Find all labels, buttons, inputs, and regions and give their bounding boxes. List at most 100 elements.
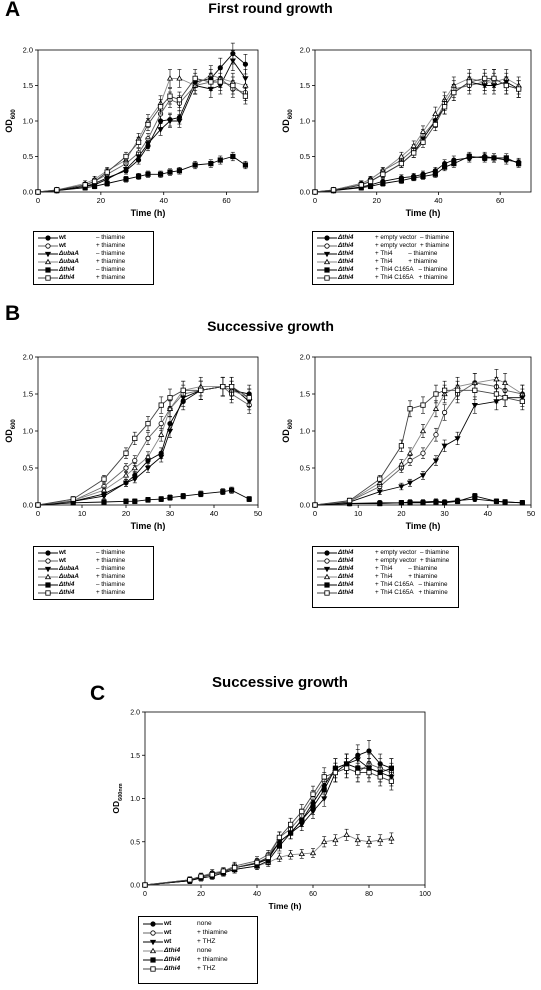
- x-tick-label: 0: [143, 891, 147, 898]
- data-point: [451, 161, 457, 167]
- data-point: [176, 75, 183, 81]
- data-point: [493, 498, 500, 504]
- data-point: [145, 497, 151, 503]
- data-point: [242, 93, 249, 99]
- data-point: [265, 854, 271, 860]
- legend-genotype: Δthi4: [59, 266, 75, 273]
- data-point: [332, 769, 338, 776]
- x-tick-label: 0: [36, 509, 40, 518]
- data-point: [377, 476, 383, 482]
- data-point: [321, 787, 327, 793]
- series-line: [37, 77, 246, 193]
- legend-marker: [317, 235, 337, 241]
- legend-condition: + empty vector + thiamine: [375, 242, 450, 249]
- data-point: [176, 118, 183, 125]
- data-point: [441, 164, 448, 170]
- data-point: [330, 187, 337, 193]
- series-line: [37, 74, 246, 193]
- series-line: [37, 156, 246, 193]
- data-point: [132, 435, 138, 441]
- data-point: [398, 161, 404, 167]
- legend-marker: [38, 573, 58, 580]
- plot-frame: [314, 49, 532, 193]
- data-point: [246, 395, 252, 401]
- legend-condition: + Thi4 + thiamine: [375, 258, 438, 265]
- data-point: [220, 489, 226, 495]
- data-point: [365, 838, 373, 844]
- data-point: [209, 872, 215, 878]
- legend-entry: wt – thiamine: [37, 549, 150, 557]
- legend-genotype: Δthi4: [59, 274, 75, 281]
- legend-marker: [143, 920, 163, 927]
- legend-entry: Δthi4 + empty vector – thiamine: [316, 549, 455, 557]
- data-point: [367, 183, 374, 189]
- x-axis-label: Time (h): [131, 208, 166, 218]
- data-point: [433, 499, 439, 505]
- legend-entry: ΔubaA – thiamine: [37, 565, 150, 573]
- series-line: [37, 386, 250, 506]
- legend-condition: + thiamine: [96, 242, 126, 249]
- legend-condition: + thiamine: [96, 258, 126, 265]
- data-point: [441, 500, 448, 506]
- data-point: [166, 75, 174, 81]
- legend-genotype: Δthi4: [338, 274, 354, 281]
- y-tick-label: 1.0: [300, 427, 310, 436]
- legend-entry: ΔubaA + thiamine: [37, 573, 150, 581]
- y-tick-label: 0.0: [23, 501, 33, 510]
- legend-entry: wt – thiamine: [37, 234, 150, 242]
- legend-genotype: Δthi4: [338, 250, 354, 257]
- data-point: [158, 402, 164, 408]
- x-axis-label: Time (h): [406, 521, 441, 531]
- data-point: [131, 476, 138, 483]
- legend-genotype: wt: [59, 557, 66, 564]
- series-1: [35, 376, 252, 508]
- y-tick-label: 0.5: [23, 464, 33, 473]
- legend-entry: Δthi4 + Thi4 C165A – thiamine: [316, 266, 450, 274]
- y-axis-label: OD600: [281, 109, 294, 133]
- legend-entry: Δthi4 + Thi4 C165A – thiamine: [316, 581, 455, 589]
- legend-marker: [317, 566, 337, 573]
- data-point: [420, 500, 426, 506]
- series-line: [37, 489, 250, 506]
- legend-entry: Δthi4 + empty vector + thiamine: [316, 242, 450, 250]
- legend-a1: wt – thiamine wt + thiamine ΔubaA – thiamine Δ…: [33, 231, 154, 285]
- data-point: [433, 391, 439, 397]
- legend-entry: Δthi4 + THZ: [142, 964, 254, 973]
- legend-entry: Δthi4 none: [142, 946, 254, 955]
- legend-condition: – thiamine: [96, 581, 126, 588]
- data-point: [377, 774, 383, 780]
- data-point: [246, 496, 252, 502]
- data-point: [398, 500, 404, 506]
- data-point: [380, 171, 386, 177]
- legend-entry: Δthi4 + Thi4 – thiamine: [316, 250, 450, 258]
- data-point: [180, 493, 186, 499]
- data-point: [380, 180, 386, 187]
- legend-genotype: Δthi4: [59, 581, 75, 588]
- series-5: [312, 69, 522, 195]
- y-tick-label: 2.0: [23, 46, 33, 55]
- data-point: [471, 402, 478, 409]
- data-point: [198, 387, 204, 393]
- data-point: [132, 498, 138, 504]
- data-point: [354, 836, 361, 843]
- data-point: [101, 499, 107, 505]
- legend-condition: + thiamine: [96, 589, 126, 596]
- data-point: [228, 487, 235, 493]
- series-line: [144, 763, 392, 886]
- y-axis-label: OD600: [281, 419, 294, 443]
- y-tick-label: 2.0: [300, 353, 310, 362]
- chart-b2: 0 10 20 30 40 50 0.0 0.5 1.0 1.5 2.0 Time (h) OD600: [281, 353, 535, 532]
- data-point: [502, 499, 508, 505]
- data-point: [388, 835, 395, 841]
- series-0: [35, 42, 249, 195]
- data-point: [104, 169, 110, 175]
- legend-marker: [317, 582, 337, 588]
- x-axis-label: Time (h): [269, 901, 302, 911]
- x-tick-label: 40: [210, 509, 218, 518]
- data-point: [166, 428, 174, 435]
- data-point: [419, 128, 427, 134]
- data-point: [198, 873, 204, 879]
- data-point: [516, 86, 522, 92]
- data-point: [91, 183, 98, 189]
- legend-entry: Δthi4 + thiamine: [142, 955, 254, 964]
